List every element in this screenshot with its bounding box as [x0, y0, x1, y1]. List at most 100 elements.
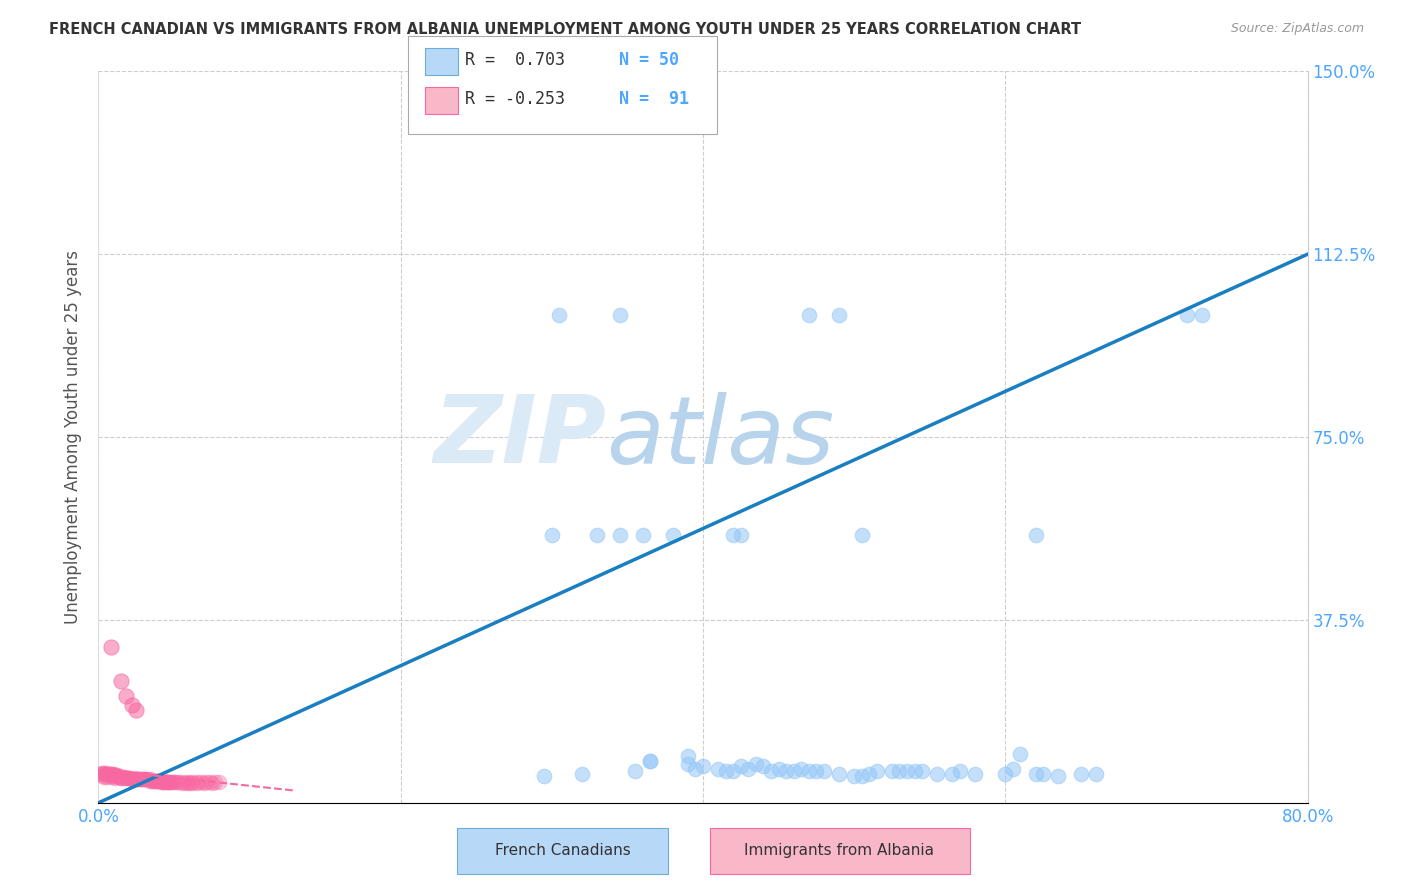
Point	[91, 769, 114, 783]
Point	[194, 775, 217, 789]
Point	[104, 772, 127, 786]
Point	[105, 769, 128, 783]
Point	[134, 772, 156, 787]
Point	[186, 775, 208, 789]
Point	[880, 764, 903, 778]
Point	[152, 774, 174, 789]
Point	[114, 772, 136, 786]
Point	[911, 764, 934, 778]
Point	[759, 764, 782, 778]
Point	[129, 772, 152, 787]
Point	[783, 764, 806, 778]
Point	[90, 766, 112, 780]
Point	[128, 772, 150, 787]
Point	[714, 764, 737, 778]
Point	[201, 776, 224, 790]
Point	[148, 773, 170, 788]
Point	[114, 689, 136, 703]
Point	[159, 774, 181, 789]
Point	[1085, 766, 1108, 780]
Point	[571, 766, 593, 780]
Point	[896, 764, 918, 778]
Point	[1047, 769, 1070, 783]
Point	[949, 764, 972, 778]
Text: N = 50: N = 50	[619, 51, 679, 69]
Point	[160, 774, 183, 789]
Point	[96, 765, 118, 780]
Point	[927, 766, 949, 780]
Point	[110, 772, 132, 786]
Point	[124, 772, 146, 786]
Point	[775, 764, 797, 778]
Point	[163, 774, 186, 789]
Point	[866, 764, 889, 778]
Point	[965, 766, 987, 780]
Point	[692, 759, 714, 773]
Point	[98, 769, 121, 783]
Point	[1010, 747, 1032, 761]
Point	[851, 527, 873, 541]
Point	[125, 772, 148, 787]
Point	[100, 766, 122, 780]
Point	[638, 755, 661, 769]
Point	[93, 771, 115, 785]
Point	[145, 773, 167, 788]
Point	[172, 775, 194, 789]
Point	[851, 769, 873, 783]
Text: Immigrants from Albania: Immigrants from Albania	[744, 844, 935, 858]
Point	[127, 772, 149, 787]
Point	[166, 774, 188, 789]
Point	[204, 775, 226, 789]
Point	[1001, 762, 1024, 776]
Point	[121, 772, 143, 787]
Point	[661, 527, 683, 541]
Point	[174, 776, 197, 790]
Point	[125, 703, 148, 717]
Point	[143, 773, 166, 788]
Point	[179, 776, 201, 790]
Point	[136, 772, 159, 787]
Text: French Canadians: French Canadians	[495, 844, 630, 858]
Point	[609, 527, 631, 541]
Point	[676, 756, 699, 771]
Point	[797, 308, 820, 322]
Point	[110, 673, 132, 688]
Point	[156, 774, 179, 789]
Point	[730, 527, 752, 541]
Point	[631, 527, 654, 541]
Point	[941, 766, 963, 780]
Point	[141, 772, 163, 787]
Point	[148, 773, 170, 788]
Point	[115, 772, 138, 786]
Point	[1024, 766, 1046, 780]
Point	[638, 755, 661, 769]
Point	[120, 772, 142, 786]
Text: atlas: atlas	[606, 392, 835, 483]
Point	[586, 527, 609, 541]
Point	[1191, 308, 1213, 322]
Point	[150, 774, 173, 789]
Point	[685, 762, 707, 776]
Point	[200, 775, 222, 789]
Point	[107, 771, 129, 785]
Point	[1024, 527, 1046, 541]
Point	[118, 772, 141, 786]
Point	[707, 762, 730, 776]
Point	[101, 766, 124, 780]
Point	[889, 764, 911, 778]
Point	[163, 774, 186, 789]
Point	[737, 762, 759, 776]
Point	[609, 308, 631, 322]
Point	[98, 766, 121, 780]
Text: R =  0.703: R = 0.703	[465, 51, 565, 69]
Text: ZIP: ZIP	[433, 391, 606, 483]
Point	[94, 766, 117, 780]
Point	[131, 772, 153, 787]
Point	[103, 769, 125, 783]
Point	[153, 774, 176, 789]
Point	[104, 767, 127, 781]
Point	[156, 774, 179, 789]
Point	[768, 762, 790, 776]
Point	[132, 772, 155, 787]
Point	[1070, 766, 1092, 780]
